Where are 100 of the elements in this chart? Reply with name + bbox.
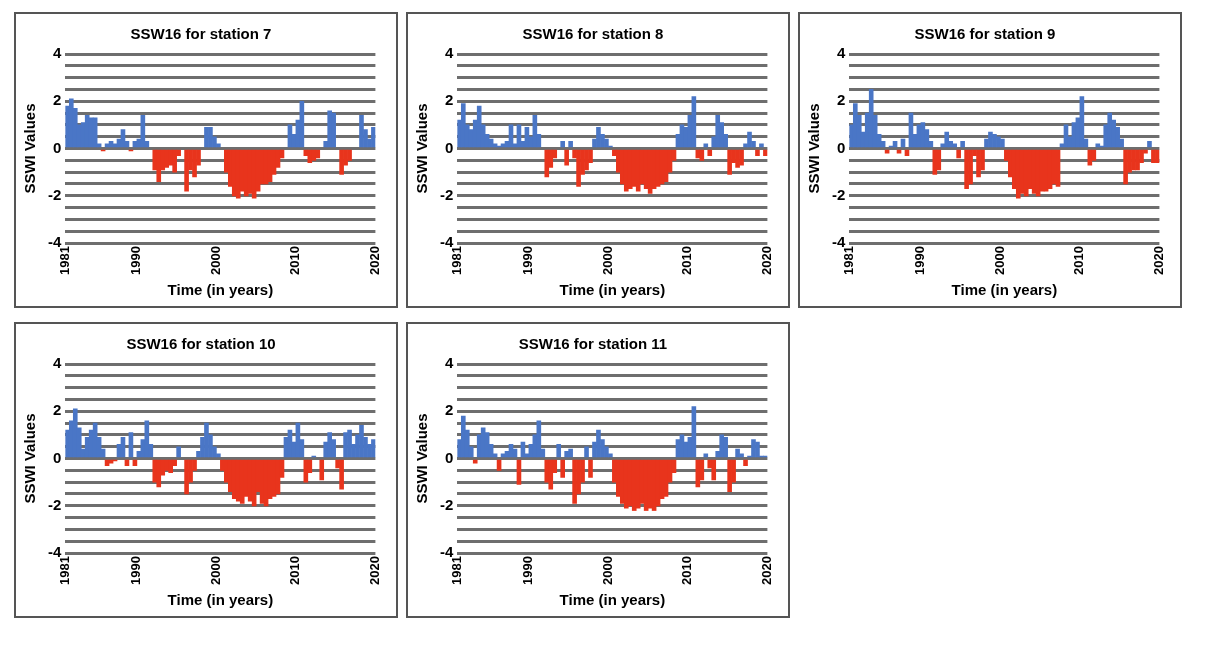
bar <box>932 149 938 175</box>
y-tick-label: -2 <box>439 495 454 513</box>
bar <box>699 149 705 161</box>
x-tick-label: 2000 <box>207 556 223 585</box>
x-tick-label: 2020 <box>758 246 774 275</box>
bar <box>596 126 601 148</box>
bar <box>239 459 245 504</box>
x-tick-label: 2010 <box>1071 246 1087 275</box>
y-tick-label: 2 <box>52 91 62 109</box>
y-tick-label: -2 <box>439 185 454 203</box>
x-tick-label: 2000 <box>207 246 223 275</box>
bar <box>711 459 717 481</box>
x-tick-label: 1990 <box>128 556 144 585</box>
bar <box>956 149 961 159</box>
y-tick-label: -2 <box>47 185 62 203</box>
x-tick-label: 2000 <box>599 246 615 275</box>
x-tick-label: 1990 <box>912 246 928 275</box>
x-tick-label: 2020 <box>758 556 774 585</box>
bar <box>184 459 189 495</box>
y-tick-label: -2 <box>831 185 846 203</box>
x-tick-label: 2020 <box>1150 246 1166 275</box>
x-tick-label: 1990 <box>520 246 536 275</box>
bar <box>576 149 581 187</box>
bar <box>564 149 569 166</box>
bar <box>596 429 601 458</box>
x-axis-title: Time (in years) <box>559 281 666 299</box>
bar <box>588 459 593 478</box>
bar <box>996 136 1001 148</box>
bar <box>192 149 197 178</box>
bar <box>968 149 973 185</box>
bar <box>359 115 364 148</box>
bar <box>476 105 482 148</box>
bar <box>184 149 189 192</box>
bar <box>156 149 162 182</box>
y-tick-label: 4 <box>52 354 62 372</box>
bar <box>371 126 376 148</box>
bar <box>944 131 950 148</box>
chart-title: SSW16 for station 7 <box>130 25 272 43</box>
bar <box>168 459 173 474</box>
bar <box>327 432 332 458</box>
bar <box>172 149 177 173</box>
bar <box>72 408 78 458</box>
y-axis-title: SSWI Values <box>21 103 39 194</box>
bar <box>739 149 744 166</box>
y-tick-label: 4 <box>444 44 454 62</box>
bar <box>735 448 740 458</box>
bar <box>544 149 550 178</box>
x-tick-label: 1981 <box>56 556 72 585</box>
y-axis-title: SSWI Values <box>805 103 823 194</box>
y-tick-label: 0 <box>52 138 62 156</box>
bar <box>976 149 981 178</box>
x-tick-label: 2000 <box>599 556 615 585</box>
bar <box>472 459 478 464</box>
x-tick-label: 2010 <box>679 246 695 275</box>
bar <box>868 89 874 148</box>
bar <box>176 446 181 458</box>
bar <box>1095 143 1101 148</box>
bar <box>747 131 752 148</box>
bar <box>235 149 241 199</box>
bar <box>156 459 162 488</box>
x-tick-label: 2010 <box>287 556 303 585</box>
y-tick-label: 2 <box>52 401 62 419</box>
bar <box>460 103 466 148</box>
chart-title: SSW16 for station 11 <box>518 335 668 353</box>
x-tick-label: 2010 <box>679 556 695 585</box>
bar <box>743 459 748 466</box>
bar <box>604 138 609 148</box>
bar <box>347 149 352 161</box>
bar <box>347 429 352 458</box>
bar <box>311 149 317 161</box>
x-tick-label: 1981 <box>448 246 464 275</box>
bar <box>460 415 466 458</box>
bar <box>727 149 732 175</box>
bar <box>339 459 344 490</box>
bar <box>960 141 965 148</box>
bar <box>739 453 744 458</box>
x-axis-title: Time (in years) <box>167 281 274 299</box>
bar <box>315 149 321 159</box>
y-tick-label: 2 <box>836 91 846 109</box>
bar <box>715 115 721 148</box>
x-axis-title: Time (in years) <box>559 591 666 609</box>
x-axis-title: Time (in years) <box>951 281 1058 299</box>
x-tick-label: 2000 <box>991 246 1007 275</box>
bar <box>952 143 957 148</box>
bar <box>572 459 577 504</box>
bar <box>707 149 713 156</box>
bar <box>548 459 554 490</box>
x-tick-label: 1981 <box>448 556 464 585</box>
bar <box>1123 149 1128 185</box>
y-tick-label: 4 <box>836 44 846 62</box>
bar <box>1091 149 1097 161</box>
y-tick-label: 2 <box>444 91 454 109</box>
y-tick-label: 4 <box>444 354 454 372</box>
bar <box>568 141 573 148</box>
bar <box>560 141 565 148</box>
chart-title: SSW16 for station 10 <box>126 335 276 353</box>
bar <box>759 143 764 148</box>
chart-title: SSW16 for station 8 <box>522 25 664 43</box>
bar <box>568 448 573 458</box>
bar <box>339 149 344 175</box>
